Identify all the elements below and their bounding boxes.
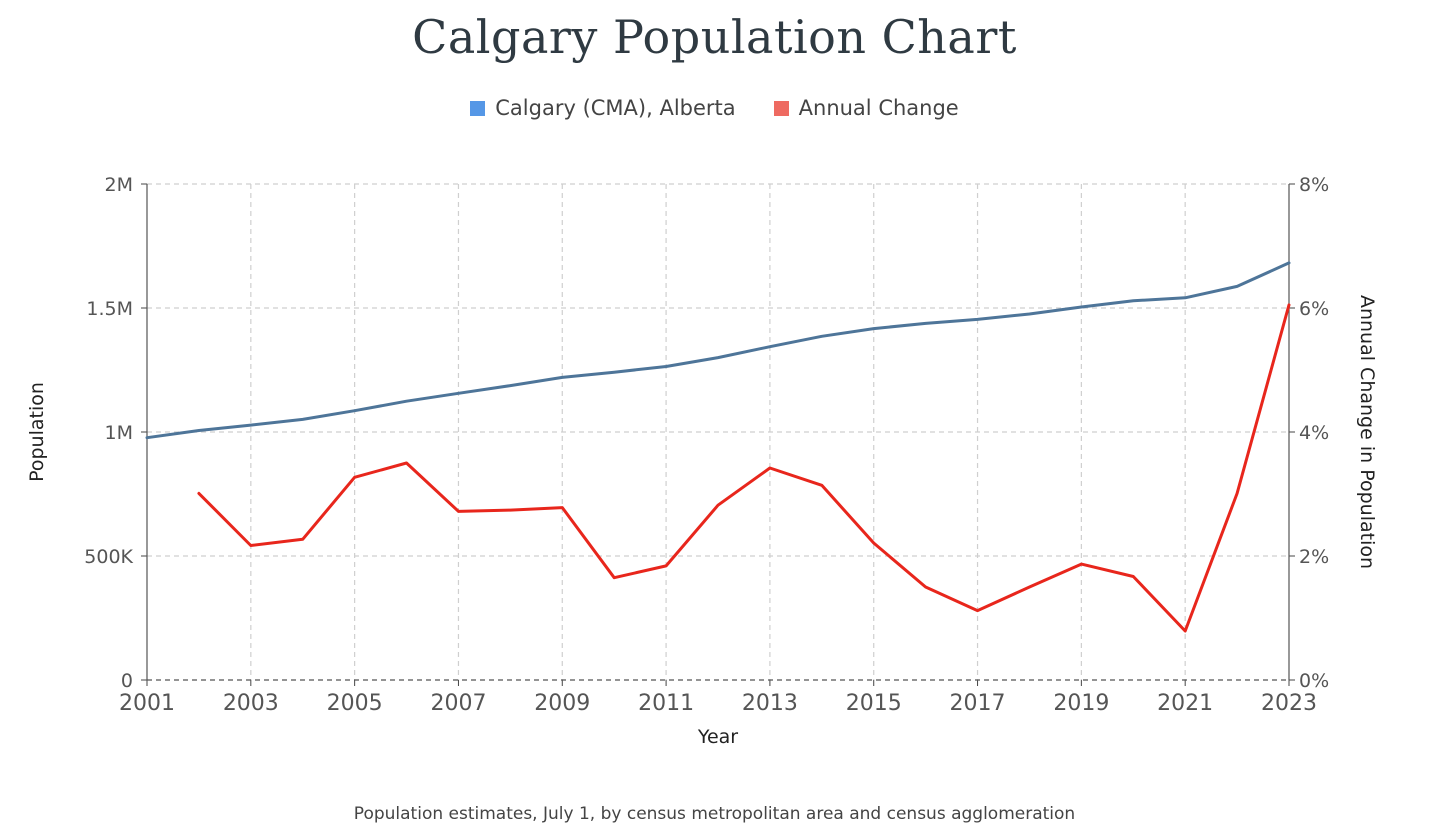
y2-tick-label: 6% [1299, 298, 1329, 320]
y2-tick-label: 8% [1299, 174, 1329, 196]
x-tick-label: 2019 [1053, 691, 1109, 716]
x-tick-label: 2015 [846, 691, 902, 716]
y-tick-label: 1M [105, 422, 133, 444]
legend-swatch-annual-change [773, 100, 789, 116]
x-tick-label: 2001 [119, 691, 175, 716]
population-series-line [145, 261, 1291, 440]
x-axis-title: Year [697, 726, 738, 748]
source-note: Population estimates, July 1, by census … [353, 804, 1076, 824]
grid-lines [147, 183, 1289, 680]
legend-item-annual-change[interactable]: Annual Change [773, 96, 959, 120]
x-tick-label: 2017 [950, 691, 1006, 716]
x-tick-label: 2023 [1261, 691, 1317, 716]
x-tick-label: 2003 [223, 691, 279, 716]
x-tick-label: 2005 [327, 691, 383, 716]
legend: Calgary (CMA), Alberta Annual Change [0, 96, 1429, 120]
y2-axis-title: Annual Change in Population [1356, 295, 1378, 569]
y-tick-label: 0 [121, 670, 133, 692]
chart-title: Calgary Population Chart [412, 10, 1017, 64]
axes [141, 183, 1295, 686]
x-tick-label: 2007 [430, 691, 486, 716]
tick-labels: 0 500K 1M 1.5M 2M 0% 2% 4% 6% 8% 2001 2003 2005 2007 2… [84, 174, 1329, 716]
y-axis-title: Population [26, 382, 48, 482]
x-tick-label: 2009 [534, 691, 590, 716]
legend-label-annual-change: Annual Change [798, 96, 959, 120]
y2-tick-label: 2% [1299, 546, 1329, 568]
x-tick-label: 2011 [638, 691, 694, 716]
x-tick-label: 2013 [742, 691, 798, 716]
y-tick-label: 500K [84, 546, 133, 568]
legend-swatch-population [470, 100, 486, 116]
y2-tick-label: 0% [1299, 670, 1329, 692]
series-lines [145, 261, 1291, 633]
y2-tick-label: 4% [1299, 422, 1329, 444]
legend-label-population: Calgary (CMA), Alberta [495, 96, 736, 120]
legend-item-population[interactable]: Calgary (CMA), Alberta [470, 96, 736, 120]
y-tick-label: 1.5M [86, 298, 133, 320]
annual-change-series-line [197, 303, 1291, 633]
y-tick-label: 2M [105, 174, 133, 196]
x-tick-label: 2021 [1157, 691, 1213, 716]
